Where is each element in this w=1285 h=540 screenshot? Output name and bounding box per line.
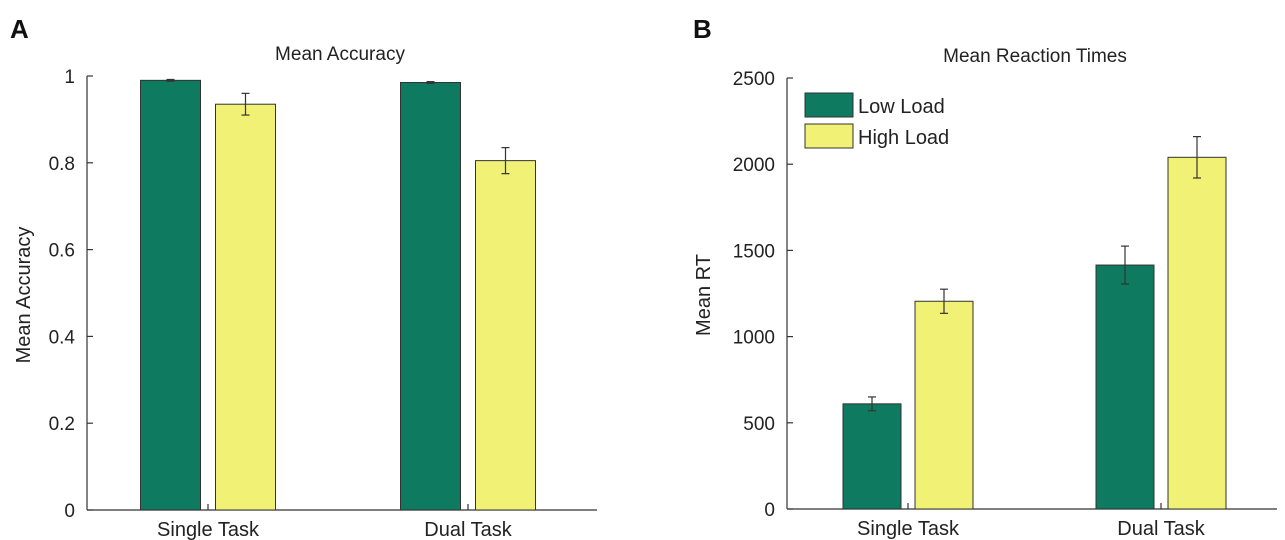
chart-a-y-tick-label: 0: [64, 501, 75, 522]
chart-a-bar: [400, 82, 461, 511]
chart-b-y-tick-label: 2500: [733, 69, 775, 90]
legend-swatch-low-load: [804, 92, 854, 118]
chart-a-bar: [140, 79, 201, 511]
chart-a-x-tick-label: Dual Task: [424, 519, 512, 540]
chart-a-x-tick-label: Single Task: [157, 519, 260, 540]
panel-b: B Mean Reaction Times Mean RT 0 500 1000 15…: [693, 14, 1277, 540]
chart-b-bars: [842, 136, 1227, 510]
chart-b-ylabel: Mean RT: [693, 254, 715, 336]
chart-b-bar: [1095, 264, 1155, 510]
chart-b-bar: [1167, 156, 1227, 510]
legend-label-high-load: High Load: [858, 127, 949, 149]
chart-b-bar: [914, 300, 974, 510]
chart-b-title: Mean Reaction Times: [943, 46, 1127, 67]
chart-b-x-tick-label: Dual Task: [1117, 518, 1205, 540]
chart-a-bar: [215, 103, 276, 511]
chart-b-legend: Low Load High Load: [804, 92, 949, 149]
legend-label-low-load: Low Load: [858, 96, 945, 118]
chart-a-y-tick-label: 1: [64, 67, 75, 88]
chart-a-ylabel: Mean Accuracy: [13, 227, 35, 364]
chart-b-y-tick-label: 1000: [733, 328, 775, 349]
chart-a-y-tick-label: 0.8: [49, 154, 75, 175]
chart-a-y-tick-label: 0.4: [49, 327, 76, 348]
chart-a-bar: [475, 160, 536, 511]
chart-b-axes: 0 500 1000 1500 2000 2500 Single Task Dual Task: [733, 69, 1277, 540]
chart-a-y-tick-label: 0.6: [49, 241, 75, 262]
chart-b-y-tick-label: 2000: [733, 155, 775, 176]
chart-a-y-tick-label: 0.2: [49, 414, 75, 435]
panel-a: A Mean Accuracy Mean Accuracy 0 0.2 0.4 0.6…: [10, 14, 597, 540]
legend-swatch-high-load: [804, 123, 854, 149]
chart-b-bar: [842, 403, 902, 510]
panel-b-letter: B: [693, 14, 712, 44]
chart-b-y-tick-label: 1500: [733, 241, 775, 262]
panel-a-letter: A: [10, 14, 29, 44]
chart-a-title: Mean Accuracy: [275, 44, 405, 65]
chart-b-y-tick-label: 0: [764, 500, 775, 521]
chart-b-x-tick-label: Single Task: [857, 518, 960, 540]
chart-a-axes: 0 0.2 0.4 0.6 0.8 1 Single Task Dual Task: [49, 67, 597, 540]
chart-b-y-tick-label: 500: [743, 414, 775, 435]
chart-a-bars: [140, 78, 536, 511]
